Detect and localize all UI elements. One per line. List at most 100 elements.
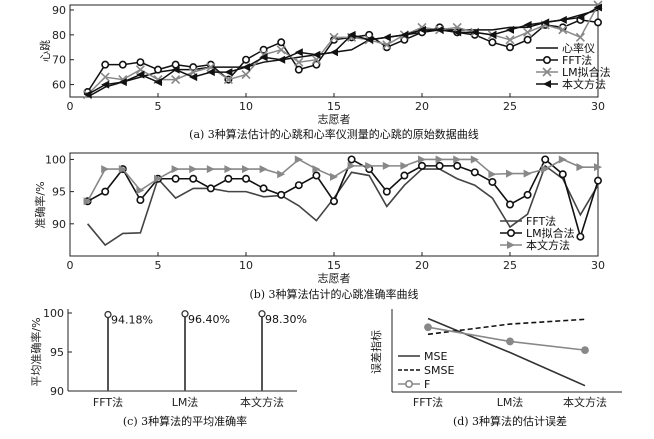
- b-point-2-3: [136, 186, 145, 195]
- a-point-1-11: [277, 38, 286, 47]
- a-point-1-29: [593, 18, 602, 27]
- a-point-3-22: [470, 28, 479, 37]
- a-point-3-15: [347, 30, 356, 39]
- b-point-2-15: [347, 161, 356, 170]
- a-point-1-6: [189, 63, 198, 72]
- b-legend-marker-2: [507, 241, 515, 249]
- b-ylabel: 准确率/%: [33, 181, 47, 228]
- b-point-1-19: [417, 161, 426, 170]
- a-point-3-29: [594, 3, 602, 12]
- c-stem-marker-2: [258, 310, 266, 318]
- a-point-3-6: [189, 73, 198, 82]
- b-point-2-19: [418, 155, 426, 164]
- d-ylabel: 误差指标: [369, 330, 383, 374]
- a-point-3-16: [365, 35, 374, 44]
- b-point-1-28: [576, 232, 585, 241]
- a-point-3-14: [330, 48, 338, 57]
- b-point-2-25: [523, 169, 532, 178]
- a-ytick-label-3: 90: [52, 4, 66, 17]
- a-point-2-28: [575, 32, 585, 42]
- b-point-1-9: [242, 174, 251, 183]
- a-point-2-14: [329, 32, 339, 42]
- a-point-3-12: [294, 48, 303, 57]
- a-point-2-11: [276, 45, 286, 55]
- b-legend-label-0: FFT法: [526, 214, 556, 228]
- b-point-2-1: [101, 165, 110, 174]
- b-point-1-7: [206, 184, 215, 193]
- b-xtick-label-5: 25: [503, 259, 517, 272]
- b-point-2-22: [470, 155, 479, 164]
- a-ytick-label-1: 70: [52, 54, 66, 67]
- a-point-3-13: [312, 50, 321, 59]
- a-legend-marker-1: [542, 55, 551, 64]
- a-point-2-17: [382, 40, 392, 50]
- a-legend-marker-3: [543, 80, 551, 88]
- b-point-1-27: [558, 170, 567, 179]
- a-caption: (a) 3种算法估计的心跳和心率仪测量的心跳的原始数据曲线: [189, 127, 479, 141]
- a-point-2-27: [558, 25, 568, 35]
- a-xtick-label-0: 0: [67, 100, 74, 113]
- b-point-1-15: [347, 155, 356, 164]
- b-point-1-17: [382, 187, 391, 196]
- d-xtick-label-1: LM法: [497, 395, 524, 409]
- d-caption: (d) 3种算法的估计误差: [453, 414, 567, 428]
- a-point-3-1: [101, 80, 110, 89]
- d-point-2-0: [424, 323, 432, 332]
- a-xtick-label-2: 10: [239, 100, 253, 113]
- a-ylabel: 心跳: [38, 40, 52, 62]
- a-point-3-10: [259, 53, 268, 62]
- a-legend-marker-2: [542, 67, 552, 77]
- d-xtick-label-2: 本文方法: [563, 395, 607, 409]
- a-point-3-5: [171, 65, 180, 74]
- b-point-2-13: [312, 165, 321, 174]
- b-point-1-3: [136, 195, 145, 204]
- b-point-2-16: [365, 161, 374, 170]
- b-point-1-21: [453, 161, 462, 170]
- a-point-2-12: [294, 57, 304, 67]
- a-point-3-0: [83, 90, 92, 99]
- b-xtick-label-0: 0: [67, 259, 74, 272]
- b-point-1-10: [259, 184, 268, 193]
- c-data-label-0: 94.18%: [111, 314, 153, 327]
- b-point-1-18: [400, 171, 409, 180]
- c-data-label-2: 98.30%: [265, 313, 307, 326]
- b-point-2-10: [259, 165, 268, 174]
- d-series-line-1: [427, 318, 586, 336]
- b-ytick-label-2: 100: [45, 153, 66, 166]
- b-xlabel: 志愿者: [318, 272, 351, 285]
- b-caption: (b) 3种算法估计的心跳准确率曲线: [249, 287, 418, 301]
- b-point-1-26: [541, 155, 550, 164]
- b-point-2-29: [594, 163, 602, 172]
- b-point-1-6: [189, 174, 198, 183]
- b-series-line-0: [86, 164, 599, 247]
- a-point-3-23: [488, 30, 497, 39]
- a-point-1-2: [118, 60, 127, 69]
- b-xtick-label-4: 20: [415, 259, 429, 272]
- c-xtick-label-1: LM法: [172, 395, 199, 409]
- a-xtick-label-5: 25: [503, 100, 517, 113]
- b-point-2-0: [83, 197, 92, 206]
- a-point-3-7: [206, 68, 215, 77]
- b-point-2-4: [154, 174, 162, 183]
- b-legend-marker-1: [506, 229, 515, 238]
- a-point-1-1: [101, 60, 110, 69]
- b-point-2-23: [488, 170, 497, 179]
- a-ytick-label-2: 80: [52, 29, 66, 42]
- a-point-1-10: [259, 45, 268, 54]
- a-legend-label-0: 心率仪: [562, 41, 595, 55]
- a-legend-label-2: LM拟合法: [562, 65, 611, 79]
- a-point-1-9: [242, 55, 251, 64]
- a-xtick-label-6: 30: [591, 100, 605, 113]
- a-point-3-4: [154, 78, 162, 87]
- b-xtick-label-2: 10: [239, 259, 253, 272]
- a-point-3-18: [400, 30, 409, 39]
- a-point-3-25: [523, 20, 532, 29]
- c-ytick-label-1: 95: [50, 346, 64, 359]
- a-point-3-9: [242, 63, 250, 72]
- c-ylabel: 平均准确率/%: [29, 317, 43, 386]
- b-point-2-9: [242, 165, 250, 174]
- d-series-line-0: [427, 317, 586, 387]
- b-ytick-label-1: 95: [52, 186, 66, 199]
- a-point-2-24: [505, 35, 515, 45]
- a-legend-label-3: 本文方法: [562, 77, 606, 91]
